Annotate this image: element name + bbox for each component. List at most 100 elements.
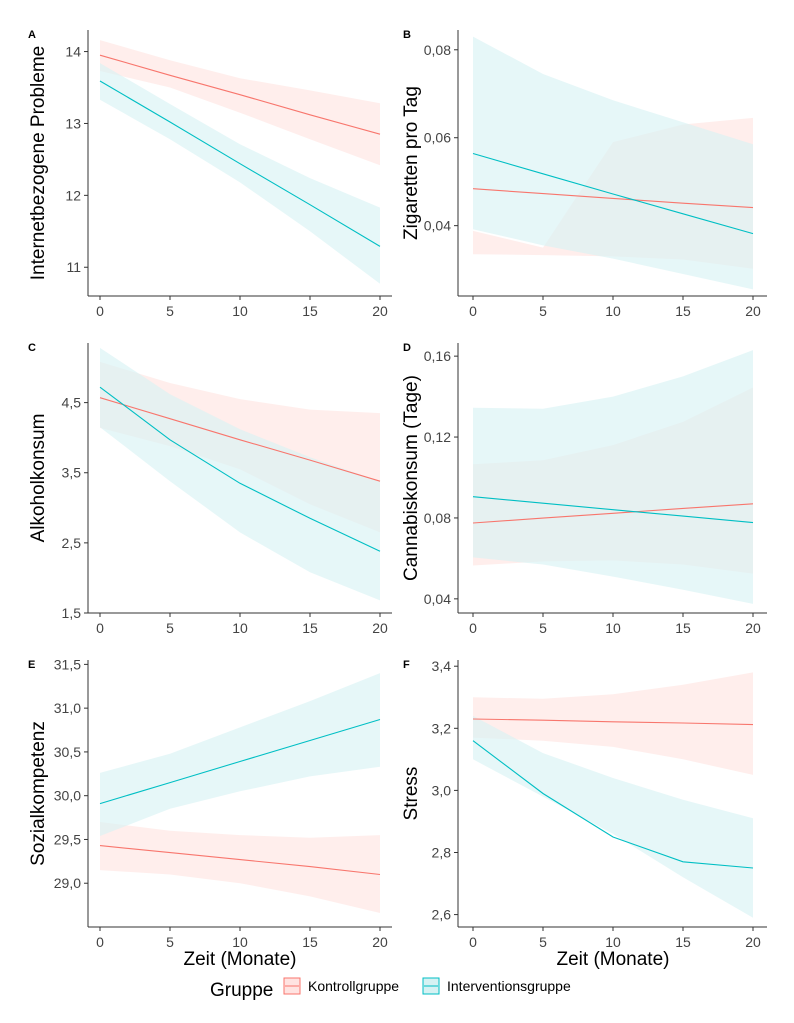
x-tick-label-f: 0 bbox=[469, 934, 477, 950]
x-tick-label-a: 20 bbox=[372, 303, 388, 319]
x-tick-label-c: 20 bbox=[372, 620, 388, 636]
y-axis-title-c: Alkoholkonsum bbox=[28, 414, 49, 543]
y-tick-label-c: 2,5 bbox=[62, 535, 82, 551]
y-tick-label-c: 3,5 bbox=[62, 465, 82, 481]
x-tick-label-f: 5 bbox=[539, 934, 547, 950]
y-tick-label-f: 3,2 bbox=[432, 720, 452, 736]
x-tick-label-c: 0 bbox=[96, 620, 104, 636]
panel-letter-d: D bbox=[403, 342, 411, 354]
panel-b: 0 5 10 15 20 0,04 0,06 0,08 B Zigaretten pro Tag bbox=[401, 29, 767, 319]
y-axis-title-e: Sozialkompetenz bbox=[28, 721, 49, 866]
x-tick-label-b: 20 bbox=[745, 303, 761, 319]
y-axis-title-b: Zigaretten pro Tag bbox=[401, 86, 422, 240]
y-axis-title-f: Stress bbox=[401, 767, 422, 821]
y-tick-label-d: 0,16 bbox=[424, 348, 451, 364]
line-kontroll-e bbox=[99, 845, 381, 876]
x-tick-label-b: 0 bbox=[469, 303, 477, 319]
x-tick-label-b: 5 bbox=[539, 303, 547, 319]
y-tick-label-f: 3,0 bbox=[432, 782, 452, 798]
panel-letter-a: A bbox=[28, 29, 36, 41]
line-kontroll-b bbox=[472, 188, 754, 209]
panel-letter-e: E bbox=[28, 659, 35, 671]
line-intervention-d bbox=[472, 496, 754, 524]
x-tick-label-f: 10 bbox=[605, 934, 621, 950]
panel-a: 0 5 10 15 20 11 12 13 14 A Internetbezogene Proble… bbox=[28, 29, 392, 319]
x-tick-label-e: 0 bbox=[96, 934, 104, 950]
y-tick-label-a: 14 bbox=[65, 44, 81, 60]
ribbon-intervention-a bbox=[100, 63, 380, 284]
y-tick-label-f: 3,4 bbox=[432, 658, 452, 674]
x-tick-label-d: 15 bbox=[675, 620, 691, 636]
legend-item-intervention: Interventionsgruppe bbox=[422, 977, 571, 995]
ribbons-a bbox=[99, 40, 381, 284]
ribbons-f bbox=[472, 672, 754, 918]
y-tick-label-d: 0,08 bbox=[424, 510, 451, 526]
x-tick-label-a: 5 bbox=[166, 303, 174, 319]
line-intervention-b bbox=[472, 152, 754, 235]
ribbon-kontroll-e bbox=[100, 822, 380, 913]
x-axis-title-f: Zeit (Monate) bbox=[557, 949, 670, 970]
ribbon-intervention-c bbox=[100, 347, 380, 601]
y-tick-label-e: 31,5 bbox=[54, 656, 81, 672]
panel-f: 0 5 10 15 20 2,6 2,8 3,0 3,2 3,4 F Stress Zeit (Mona… bbox=[401, 658, 767, 970]
x-tick-label-b: 10 bbox=[605, 303, 621, 319]
x-tick-label-a: 10 bbox=[232, 303, 248, 319]
y-tick-label-b: 0,06 bbox=[424, 130, 451, 146]
y-tick-label-e: 30,0 bbox=[54, 788, 81, 804]
x-tick-label-d: 10 bbox=[605, 620, 621, 636]
y-tick-label-b: 0,08 bbox=[424, 42, 451, 58]
ribbons-b bbox=[472, 36, 754, 290]
y-tick-label-a: 12 bbox=[65, 187, 81, 203]
line-kontroll-d bbox=[472, 503, 754, 524]
y-tick-label-f: 2,8 bbox=[432, 844, 452, 860]
ribbon-intervention-d bbox=[473, 350, 753, 604]
line-kontroll-f bbox=[472, 718, 754, 726]
x-axis-title-e: Zeit (Monate) bbox=[184, 949, 297, 970]
panel-e: 0 5 10 15 20 29,0 29,5 30,0 30,5 31,0 31,5 E Sozialk… bbox=[28, 656, 392, 970]
y-tick-label-e: 29,0 bbox=[54, 875, 81, 891]
x-tick-label-e: 10 bbox=[232, 934, 248, 950]
legend-title: Gruppe bbox=[210, 980, 273, 1001]
y-tick-label-b: 0,04 bbox=[424, 218, 451, 234]
x-tick-label-d: 5 bbox=[539, 620, 547, 636]
x-tick-label-d: 0 bbox=[469, 620, 477, 636]
y-axis-title-d: Cannabiskonsum (Tage) bbox=[401, 375, 422, 581]
x-tick-label-e: 5 bbox=[166, 934, 174, 950]
y-tick-label-c: 4,5 bbox=[62, 395, 82, 411]
ribbon-kontroll-a bbox=[100, 40, 380, 166]
x-tick-label-b: 15 bbox=[675, 303, 691, 319]
y-tick-label-d: 0,04 bbox=[424, 591, 451, 607]
y-tick-label-a: 13 bbox=[65, 115, 81, 131]
x-tick-label-e: 20 bbox=[372, 934, 388, 950]
line-kontroll-c bbox=[99, 397, 381, 482]
y-tick-label-f: 2,6 bbox=[432, 907, 452, 923]
legend-label-kontroll: Kontrollgruppe bbox=[308, 978, 399, 994]
panel-letter-c: C bbox=[28, 342, 36, 354]
line-intervention-c bbox=[99, 386, 381, 552]
panel-d: 0 5 10 15 20 0,04 0,08 0,12 0,16 D Cannabiskonsum … bbox=[401, 342, 767, 636]
ribbon-intervention-b bbox=[473, 36, 753, 290]
ribbons-d bbox=[472, 350, 754, 604]
y-tick-label-a: 11 bbox=[66, 259, 81, 275]
x-tick-label-c: 15 bbox=[302, 620, 318, 636]
x-tick-label-c: 10 bbox=[232, 620, 248, 636]
line-kontroll-a bbox=[99, 54, 381, 135]
panel-letter-b: B bbox=[403, 29, 411, 41]
y-axis-title-a: Internetbezogene Probleme bbox=[28, 46, 49, 281]
x-tick-label-c: 5 bbox=[166, 620, 174, 636]
panel-letter-f: F bbox=[403, 659, 410, 671]
x-tick-label-d: 20 bbox=[745, 620, 761, 636]
ribbon-kontroll-f bbox=[473, 672, 753, 775]
y-tick-label-e: 30,5 bbox=[54, 744, 81, 760]
ribbons-c bbox=[99, 347, 381, 601]
line-intervention-f bbox=[472, 740, 754, 869]
y-tick-label-e: 31,0 bbox=[54, 700, 81, 716]
line-intervention-e bbox=[99, 718, 381, 805]
panel-c: 0 5 10 15 20 1,5 2,5 3,5 4,5 C Alkoholkonsum bbox=[28, 342, 392, 636]
x-tick-label-e: 15 bbox=[302, 934, 318, 950]
x-tick-label-a: 15 bbox=[302, 303, 318, 319]
legend-item-kontroll: Kontrollgruppe bbox=[283, 977, 399, 995]
y-tick-label-c: 1,5 bbox=[62, 605, 82, 621]
x-tick-label-a: 0 bbox=[96, 303, 104, 319]
